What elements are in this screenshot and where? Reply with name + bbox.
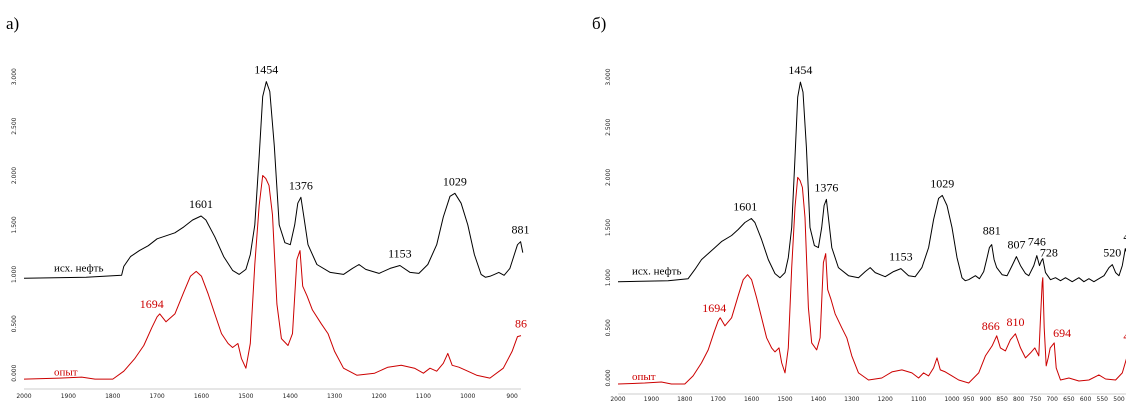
x-tick-label: 1300 xyxy=(844,396,859,403)
spectrum-chart-b: 0.000 0.500 1.000 1.500 2.000 2.500 3.000 2000 1… xyxy=(605,63,1126,403)
peak-label: 1153 xyxy=(889,250,913,264)
x-tick-label: 1600 xyxy=(744,396,759,403)
x-tick-label: 1000 xyxy=(944,396,959,403)
peak-label: 46 xyxy=(1123,230,1126,244)
y-tick-label: 1.500 xyxy=(11,216,18,233)
peak-label: 746 xyxy=(1028,235,1046,249)
peak-label: 1694 xyxy=(702,301,726,315)
panel-label: а) xyxy=(6,14,20,33)
x-tick-label: 500 xyxy=(1113,396,1125,403)
x-tick-label: 1800 xyxy=(105,393,120,400)
x-tick-label: 650 xyxy=(1063,396,1075,403)
x-tick-label: 1200 xyxy=(878,396,893,403)
series-name-label: опыт xyxy=(632,371,656,383)
x-tick-label: 1200 xyxy=(371,393,386,400)
x-tick-label: 1500 xyxy=(777,396,792,403)
x-tick-label: 1400 xyxy=(283,393,298,400)
peak-label: 1376 xyxy=(814,180,838,194)
x-tick-label: 1600 xyxy=(194,393,209,400)
x-tick-label: 2000 xyxy=(610,396,625,403)
x-tick-label: 800 xyxy=(1013,396,1025,403)
y-tick-label: 3.000 xyxy=(605,68,612,85)
x-tick-label: 950 xyxy=(963,396,975,403)
y-tick-label: 0.500 xyxy=(605,319,612,336)
peak-label: 1601 xyxy=(189,197,213,211)
x-tick-label: 550 xyxy=(1097,396,1109,403)
y-tick-label: 1.000 xyxy=(605,269,612,286)
series-line xyxy=(617,81,1126,283)
peak-label: 46 xyxy=(1123,329,1126,343)
x-tick-label: 1000 xyxy=(460,393,475,400)
x-tick-label: 1100 xyxy=(416,393,431,400)
x-tick-label: 700 xyxy=(1046,396,1058,403)
x-tick-label: 2000 xyxy=(16,393,31,400)
peak-label: 866 xyxy=(982,319,1000,333)
peak-label: 1153 xyxy=(388,246,412,260)
x-tick-label: 900 xyxy=(506,393,518,400)
peak-label: 1694 xyxy=(140,297,164,311)
y-tick-label: 0.000 xyxy=(605,369,612,386)
y-tick-label: 0.500 xyxy=(11,315,18,332)
peak-label: 694 xyxy=(1053,326,1071,340)
peak-label: 86 xyxy=(515,317,527,331)
x-tick-label: 1700 xyxy=(711,396,726,403)
y-tick-label: 1.000 xyxy=(11,266,18,283)
peak-label: 1029 xyxy=(443,174,467,188)
spectrum-panel-a: а) 0.000 0.500 1.000 1.500 2.000 2.500 3.000 20… xyxy=(6,14,530,400)
peak-label: 1029 xyxy=(930,176,954,190)
x-tick-label: 1700 xyxy=(149,393,164,400)
series-line xyxy=(617,176,1126,385)
peak-label: 1454 xyxy=(788,63,812,77)
x-tick-label: 1300 xyxy=(327,393,342,400)
spectrum-chart-a: 0.000 0.500 1.000 1.500 2.000 2.500 3.000 2000 1… xyxy=(11,63,530,400)
peak-label: 881 xyxy=(512,223,530,237)
peak-label: 1454 xyxy=(254,63,278,77)
peak-label: 810 xyxy=(1006,315,1024,329)
peak-label: 520 xyxy=(1103,246,1121,260)
y-tick-label: 2.000 xyxy=(605,169,612,186)
peak-label: 881 xyxy=(983,224,1001,238)
x-tick-label: 750 xyxy=(1030,396,1042,403)
series-name-label: исх. нефть xyxy=(54,262,103,274)
peak-label: 807 xyxy=(1007,238,1025,252)
x-tick-label: 1500 xyxy=(238,393,253,400)
series-name-label: опыт xyxy=(54,366,78,378)
y-tick-label: 2.000 xyxy=(11,167,18,184)
x-tick-label: 600 xyxy=(1080,396,1092,403)
x-tick-label: 1100 xyxy=(911,396,926,403)
peak-label: 1601 xyxy=(733,199,757,213)
x-tick-label: 1400 xyxy=(811,396,826,403)
y-tick-label: 0.000 xyxy=(11,364,18,381)
peak-label: 1376 xyxy=(289,178,313,192)
x-tick-label: 900 xyxy=(980,396,992,403)
series-line xyxy=(23,175,522,380)
x-tick-label: 1900 xyxy=(644,396,659,403)
series-line xyxy=(23,81,524,279)
y-tick-label: 2.500 xyxy=(11,117,18,134)
x-tick-label: 1800 xyxy=(677,396,692,403)
x-tick-label: 1900 xyxy=(61,393,76,400)
y-tick-label: 1.500 xyxy=(605,219,612,236)
spectrum-panel-b: б) 0.000 0.500 1.000 1.500 2.000 2.500 3.000 20… xyxy=(563,0,1126,409)
panel-label: б) xyxy=(592,14,607,33)
y-tick-label: 3.000 xyxy=(11,68,18,85)
series-name-label: исх. нефть xyxy=(632,266,681,278)
x-tick-label: 850 xyxy=(996,396,1008,403)
y-tick-label: 2.500 xyxy=(605,118,612,135)
peak-label: 728 xyxy=(1040,246,1058,260)
